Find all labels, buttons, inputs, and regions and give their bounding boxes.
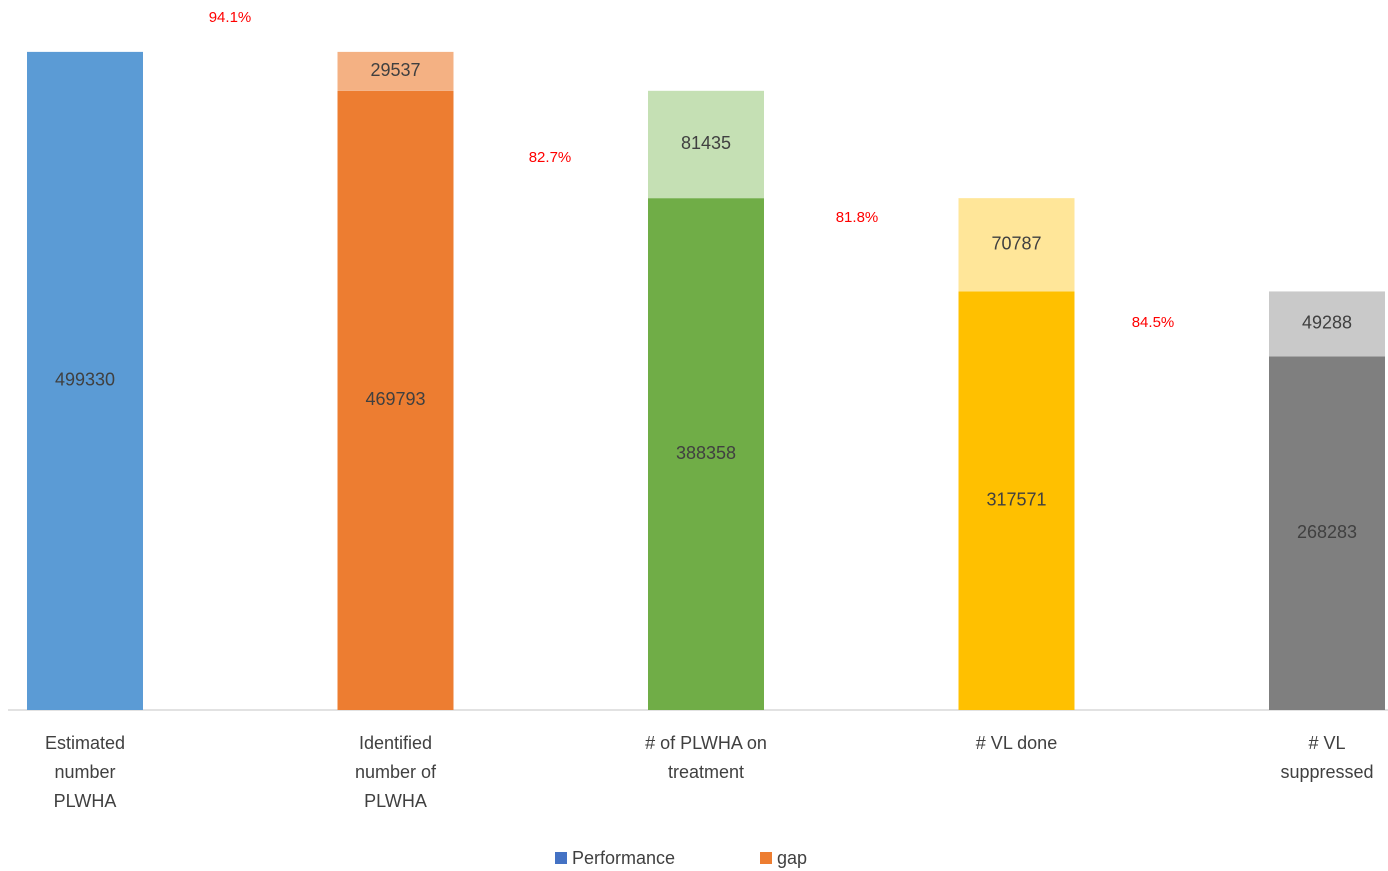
data-label: 49288	[1302, 313, 1352, 333]
x-tick-line: # of PLWHA on	[645, 733, 767, 753]
bar-segment	[958, 198, 1075, 292]
x-tick-line: # VL done	[976, 733, 1057, 753]
annotation: 82.7%	[529, 149, 572, 166]
data-label: 469793	[365, 389, 425, 409]
x-tick-line: PLWHA	[54, 791, 117, 811]
bar-segment	[337, 51, 454, 91]
x-tick-line: Identified	[359, 733, 432, 753]
legend-label: gap	[777, 848, 807, 868]
data-label: 70787	[991, 234, 1041, 254]
x-tick-line: number of	[355, 762, 437, 782]
data-label: 268283	[1297, 522, 1357, 542]
x-tick-label: Identified number of PLWHA	[355, 733, 437, 811]
bar-segment	[27, 51, 143, 711]
bar-segment	[1269, 356, 1385, 710]
x-tick-line: treatment	[668, 762, 744, 782]
bar-segment	[958, 291, 1075, 710]
bar-segment	[648, 198, 764, 710]
data-label: 29537	[370, 60, 420, 80]
x-tick-label: # VL suppressed	[1280, 733, 1373, 782]
x-tick-line: Estimated	[45, 733, 125, 753]
legend-label: Performance	[572, 848, 675, 868]
x-tick-line: # VL	[1308, 733, 1345, 753]
data-label: 317571	[986, 489, 1046, 509]
annotation: 84.5%	[1132, 314, 1175, 331]
x-tick-line: PLWHA	[364, 791, 427, 811]
x-tick-label: Estimated number PLWHA	[45, 733, 125, 811]
x-tick-line: number	[54, 762, 115, 782]
data-label: 499330	[55, 370, 115, 390]
legend-swatch	[760, 852, 772, 864]
bar-segment	[337, 90, 454, 711]
data-label: 388358	[676, 443, 736, 463]
annotation: 81.8%	[836, 209, 879, 226]
x-tick-label: # VL done	[976, 733, 1057, 753]
annotation: 94.1%	[209, 9, 252, 26]
x-tick-label: # of PLWHA on treatment	[645, 733, 767, 782]
x-tick-line: suppressed	[1280, 762, 1373, 782]
bar-segment	[648, 90, 764, 199]
legend-swatch	[555, 852, 567, 864]
data-label: 81435	[681, 133, 731, 153]
bar-segment	[1269, 291, 1385, 357]
